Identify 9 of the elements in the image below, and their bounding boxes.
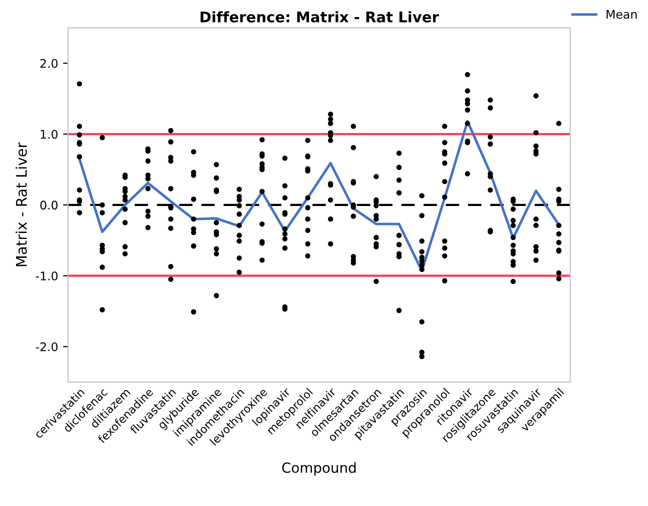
legend-label: Mean xyxy=(606,10,637,19)
y-tick-label: 2.0 xyxy=(40,58,58,68)
y-tick-label: -2.0 xyxy=(36,342,58,352)
y-tick-label: 0.0 xyxy=(40,200,58,210)
y-tick-label: 1.0 xyxy=(40,130,58,139)
chart-title: Difference: Matrix - Rat Liver xyxy=(200,11,439,22)
x-axis-title: Compound xyxy=(282,462,356,476)
y-tick-label: -1.0 xyxy=(36,271,58,280)
y-axis-title: Matrix - Rat Liver xyxy=(16,142,27,266)
